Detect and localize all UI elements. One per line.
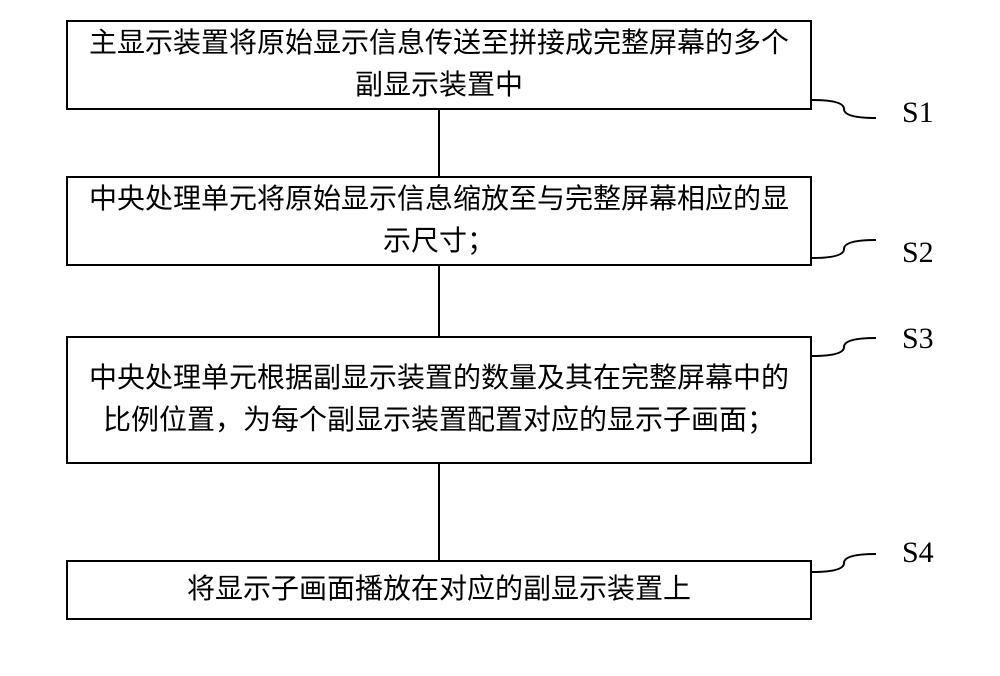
step-text: 中央处理单元根据副显示装置的数量及其在完整屏幕中的比例位置，为每个副显示装置配置… (88, 358, 790, 442)
connector-0 (438, 110, 440, 176)
step-box-S3: 中央处理单元根据副显示装置的数量及其在完整屏幕中的比例位置，为每个副显示装置配置… (66, 336, 812, 464)
step-label-S1: S1 (902, 96, 934, 130)
connector-2 (438, 464, 440, 560)
step-label-S2: S2 (902, 236, 934, 270)
step-box-S2: 中央处理单元将原始显示信息缩放至与完整屏幕相应的显示尺寸； (66, 176, 812, 266)
step-text: 将显示子画面播放在对应的副显示装置上 (187, 569, 691, 611)
leader-line (810, 230, 880, 268)
step-text: 中央处理单元将原始显示信息缩放至与完整屏幕相应的显示尺寸； (88, 179, 790, 263)
step-text: 主显示装置将原始显示信息传送至拼接成完整屏幕的多个副显示装置中 (88, 23, 790, 107)
leader-line (810, 544, 880, 582)
leader-line (810, 328, 880, 366)
step-label-S3: S3 (902, 322, 934, 356)
leader-line (810, 90, 880, 128)
step-label-S4: S4 (902, 536, 934, 570)
flowchart-canvas: 主显示装置将原始显示信息传送至拼接成完整屏幕的多个副显示装置中 S1 中央处理单元将… (0, 0, 1000, 676)
step-box-S1: 主显示装置将原始显示信息传送至拼接成完整屏幕的多个副显示装置中 (66, 20, 812, 110)
connector-1 (438, 266, 440, 336)
step-box-S4: 将显示子画面播放在对应的副显示装置上 (66, 560, 812, 620)
